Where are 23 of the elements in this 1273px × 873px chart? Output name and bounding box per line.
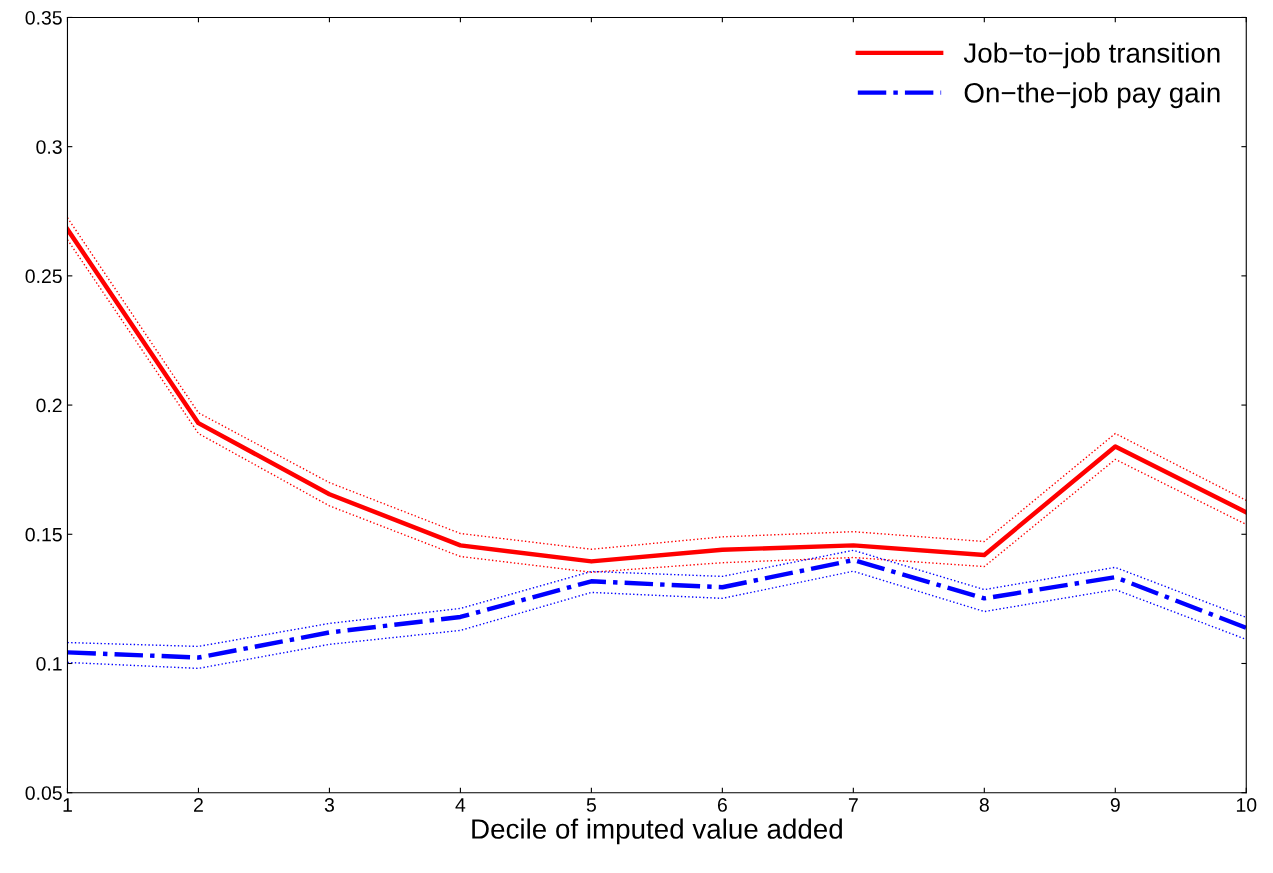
x-tick-label: 4 <box>455 798 466 812</box>
line-series <box>67 570 1247 670</box>
x-tick-label: 9 <box>1110 798 1120 812</box>
y-tick-label: 0.25 <box>25 269 62 284</box>
y-tick-label: 0.3 <box>36 140 62 154</box>
x-tick-label: 8 <box>979 798 989 812</box>
line-series <box>67 557 1247 660</box>
y-tick-label: 0.15 <box>25 527 62 542</box>
x-tick-label: 5 <box>586 798 596 812</box>
line-series <box>67 549 1247 648</box>
x-tick-label: 1 <box>63 798 72 812</box>
x-tick-label: 2 <box>194 798 203 812</box>
x-tick-label: 3 <box>324 798 334 812</box>
legend-label: On−the−job pay gain <box>964 82 1220 109</box>
y-tick-label: 0.05 <box>25 786 62 800</box>
y-tick-label: 0.1 <box>36 656 62 671</box>
x-tick-label: 10 <box>1236 798 1257 812</box>
x-tick-label: 6 <box>717 798 727 812</box>
x-tick-label: 7 <box>848 798 858 812</box>
y-tick-label: 0.2 <box>36 398 62 413</box>
x-axis-title: Decile of imputed value added <box>472 818 842 845</box>
y-tick-label: 0.35 <box>25 10 62 25</box>
legend-label: Job−to−job transition <box>963 42 1220 69</box>
